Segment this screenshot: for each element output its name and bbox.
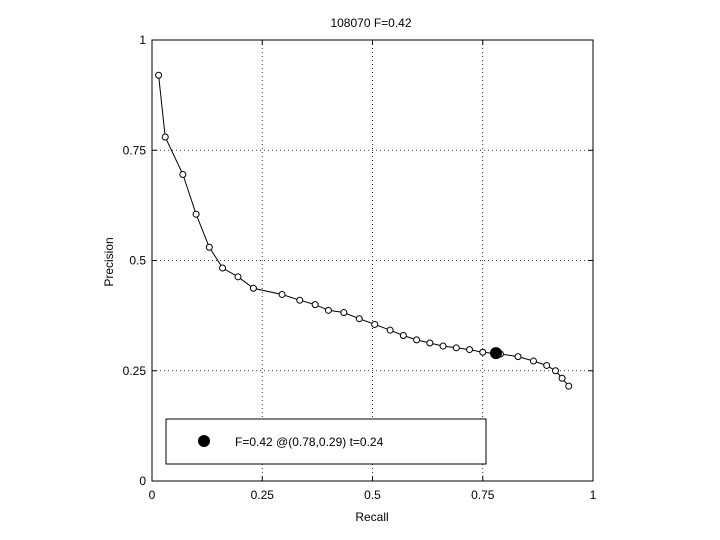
data-point: [311, 301, 319, 309]
data-point: [543, 361, 551, 369]
x-axis-label: Recall: [355, 510, 388, 524]
data-point: [179, 171, 187, 179]
data-point: [426, 339, 434, 347]
data-point: [161, 133, 169, 141]
x-tick-label: 0: [149, 488, 156, 502]
y-axis-label: Precision: [102, 237, 116, 286]
data-point: [466, 346, 474, 354]
chart-title: 108070 F=0.42: [330, 16, 411, 30]
highlight-layer: [489, 347, 502, 360]
data-point: [479, 348, 487, 356]
data-point: [355, 315, 363, 323]
data-point: [558, 374, 566, 382]
data-point: [452, 344, 460, 352]
y-tick-label: 0.25: [123, 364, 147, 378]
legend-frame: [165, 418, 487, 465]
series-layer: [155, 71, 573, 390]
axis-ticks: 0 0.25 0.5 0.75 1 0 0.25 0.5 0.75 1: [123, 33, 597, 502]
data-point: [565, 382, 573, 390]
data-point: [192, 210, 200, 218]
data-point: [514, 353, 522, 361]
legend-label: F=0.42 @(0.78,0.29) t=0.24: [235, 435, 384, 449]
best-f-point: [489, 347, 502, 360]
data-point: [413, 336, 421, 344]
data-point: [155, 71, 163, 79]
data-point: [205, 243, 213, 251]
data-point: [324, 306, 332, 314]
y-tick-label: 0.5: [129, 254, 146, 268]
x-tick-label: 0.75: [471, 488, 495, 502]
grid-lines: [152, 40, 593, 481]
legend-box: F=0.42 @(0.78,0.29) t=0.24: [165, 418, 487, 465]
data-point: [399, 331, 407, 339]
y-tick-label: 1: [139, 33, 146, 47]
data-point: [340, 309, 348, 317]
data-point: [278, 290, 286, 298]
data-point: [219, 264, 227, 272]
x-tick-label: 0.25: [251, 488, 275, 502]
y-tick-label: 0: [139, 474, 146, 488]
x-tick-label: 0.5: [364, 488, 381, 502]
data-point: [552, 367, 560, 375]
data-point: [249, 284, 257, 292]
legend-marker: [198, 435, 210, 447]
data-point: [439, 342, 447, 350]
y-tick-label: 0.75: [123, 143, 147, 157]
data-point: [371, 320, 379, 328]
data-point: [296, 296, 304, 304]
data-point: [234, 273, 242, 281]
data-point: [529, 357, 537, 365]
x-tick-label: 1: [590, 488, 597, 502]
data-point: [386, 326, 394, 334]
